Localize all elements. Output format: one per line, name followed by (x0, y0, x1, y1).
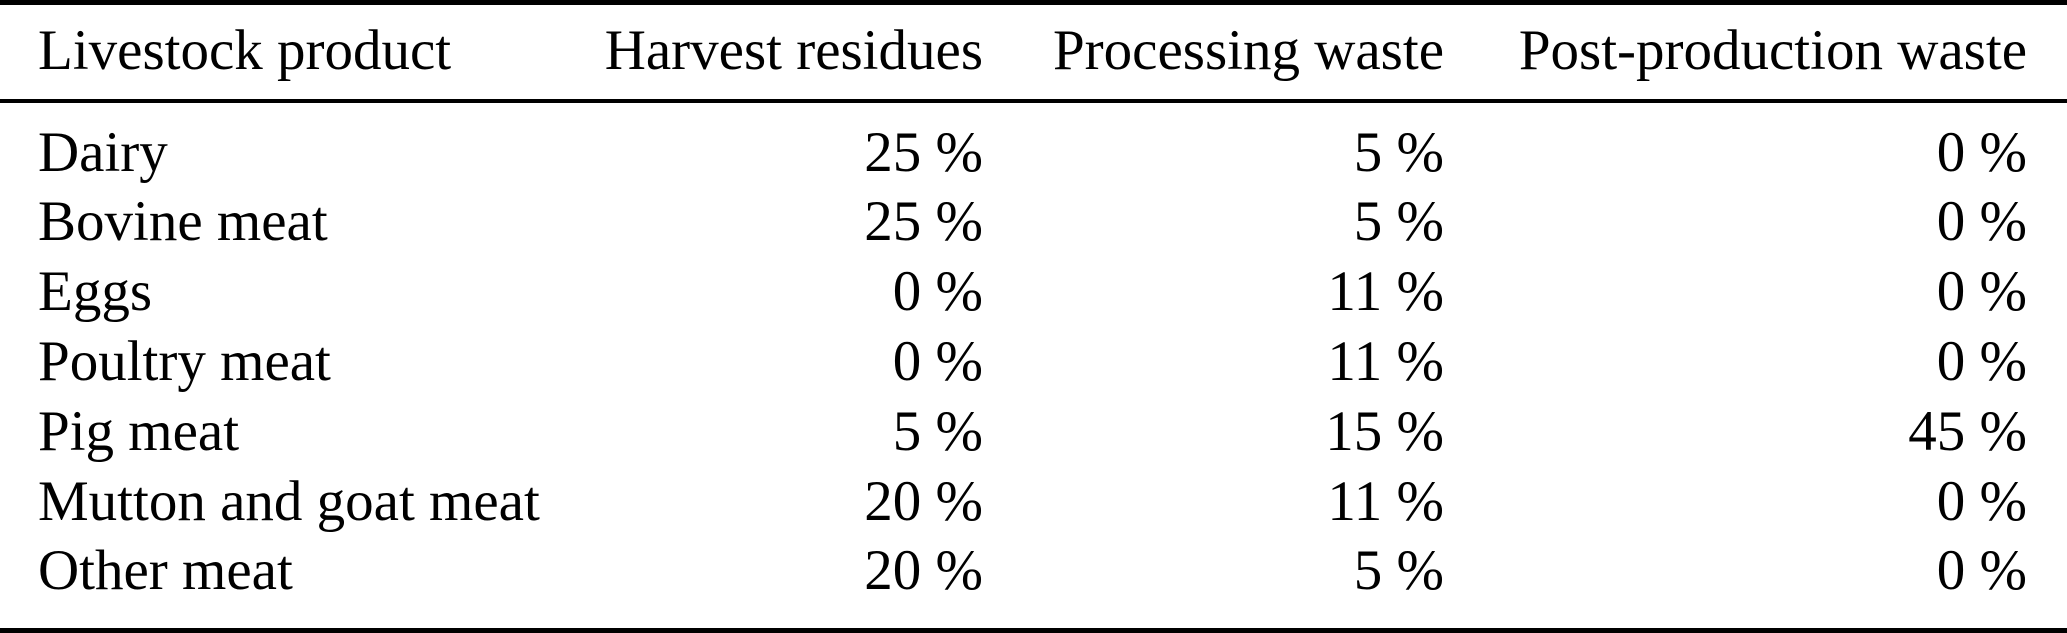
cell-post-production-waste: 0 % (1936, 259, 2027, 323)
cell-livestock-product: Eggs (38, 259, 152, 323)
table-body: Dairy 25 % 5 % 0 % Bovine meat 25 % 5 % … (0, 101, 2067, 631)
column-header-processing-waste: Processing waste (1023, 2, 1484, 103)
cell-post-production-waste: 0 % (1936, 189, 2027, 253)
cell-livestock-product: Poultry meat (38, 329, 331, 393)
cell-livestock-product: Dairy (38, 120, 168, 184)
cell-livestock-product: Pig meat (38, 399, 240, 463)
table-row: Poultry meat 0 % 11 % 0 % (0, 327, 2067, 397)
table-header: Livestock product Harvest residues Proce… (0, 2, 2067, 103)
table-row: Eggs 0 % 11 % 0 % (0, 257, 2067, 327)
cell-post-production-waste: 0 % (1936, 329, 2027, 393)
cell-post-production-waste: 45 % (1908, 399, 2027, 463)
cell-harvest-residues: 5 % (892, 399, 983, 463)
cell-processing-waste: 11 % (1327, 470, 1444, 534)
cell-processing-waste: 11 % (1327, 329, 1444, 393)
cell-harvest-residues: 0 % (892, 329, 983, 393)
table-row: Mutton and goat meat 20 % 11 % 0 % (0, 467, 2067, 537)
cell-harvest-residues: 25 % (864, 120, 983, 184)
cell-processing-waste: 5 % (1353, 120, 1444, 184)
cell-livestock-product: Other meat (38, 538, 293, 602)
cell-harvest-residues: 20 % (864, 538, 983, 602)
table-row: Other meat 20 % 5 % 0 % (0, 537, 2067, 630)
cell-harvest-residues: 0 % (892, 259, 983, 323)
column-header-harvest-residues: Harvest residues (523, 2, 1023, 103)
cell-post-production-waste: 0 % (1936, 120, 2027, 184)
cell-processing-waste: 11 % (1327, 259, 1444, 323)
table-row: Pig meat 5 % 15 % 45 % (0, 397, 2067, 467)
header-row: Livestock product Harvest residues Proce… (0, 2, 2067, 103)
cell-processing-waste: 5 % (1353, 538, 1444, 602)
cell-harvest-residues: 25 % (864, 189, 983, 253)
cell-processing-waste: 5 % (1353, 189, 1444, 253)
table-row: Dairy 25 % 5 % 0 % (0, 101, 2067, 187)
cell-livestock-product: Mutton and goat meat (38, 470, 540, 534)
cell-processing-waste: 15 % (1325, 399, 1444, 463)
column-header-livestock-product: Livestock product (0, 2, 523, 103)
table-row: Bovine meat 25 % 5 % 0 % (0, 187, 2067, 257)
cell-harvest-residues: 20 % (864, 470, 983, 534)
column-header-post-production-waste: Post-production waste (1484, 2, 2067, 103)
cell-post-production-waste: 0 % (1936, 470, 2027, 534)
cell-post-production-waste: 0 % (1936, 538, 2027, 602)
cell-livestock-product: Bovine meat (38, 189, 328, 253)
